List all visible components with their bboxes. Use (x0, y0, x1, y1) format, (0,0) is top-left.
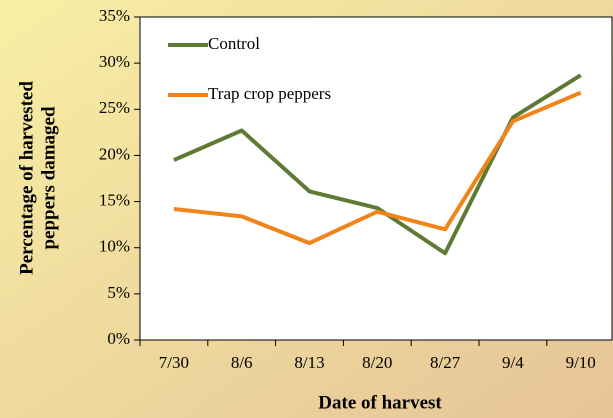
x-tick-label: 9/4 (502, 353, 524, 372)
y-tick-label: 5% (107, 283, 130, 302)
y-axis-label: peppers damaged (38, 106, 59, 249)
x-tick-label: 8/20 (362, 353, 392, 372)
legend-label: Trap crop peppers (208, 84, 331, 103)
x-tick-label: 7/30 (159, 353, 189, 372)
x-tick-label: 8/6 (231, 353, 253, 372)
series-line (173, 73, 582, 256)
y-tick-label: 10% (99, 237, 130, 256)
y-tick-label: 20% (99, 144, 130, 163)
x-axis-label: Date of harvest (318, 392, 442, 413)
y-tick-label: 25% (99, 98, 130, 117)
y-tick-label: 30% (99, 52, 130, 71)
plot-area (139, 16, 613, 341)
x-tick-label: 8/27 (430, 353, 461, 372)
y-axis-label: Percentage of harvested (16, 81, 37, 275)
x-tick-label: 8/13 (294, 353, 324, 372)
series-line (173, 90, 582, 246)
x-tick-label: 9/10 (566, 353, 596, 372)
y-tick-label: 0% (107, 329, 130, 348)
y-tick-label: 15% (99, 190, 130, 209)
y-tick-label: 35% (99, 6, 130, 25)
legend-label: Control (208, 34, 260, 53)
